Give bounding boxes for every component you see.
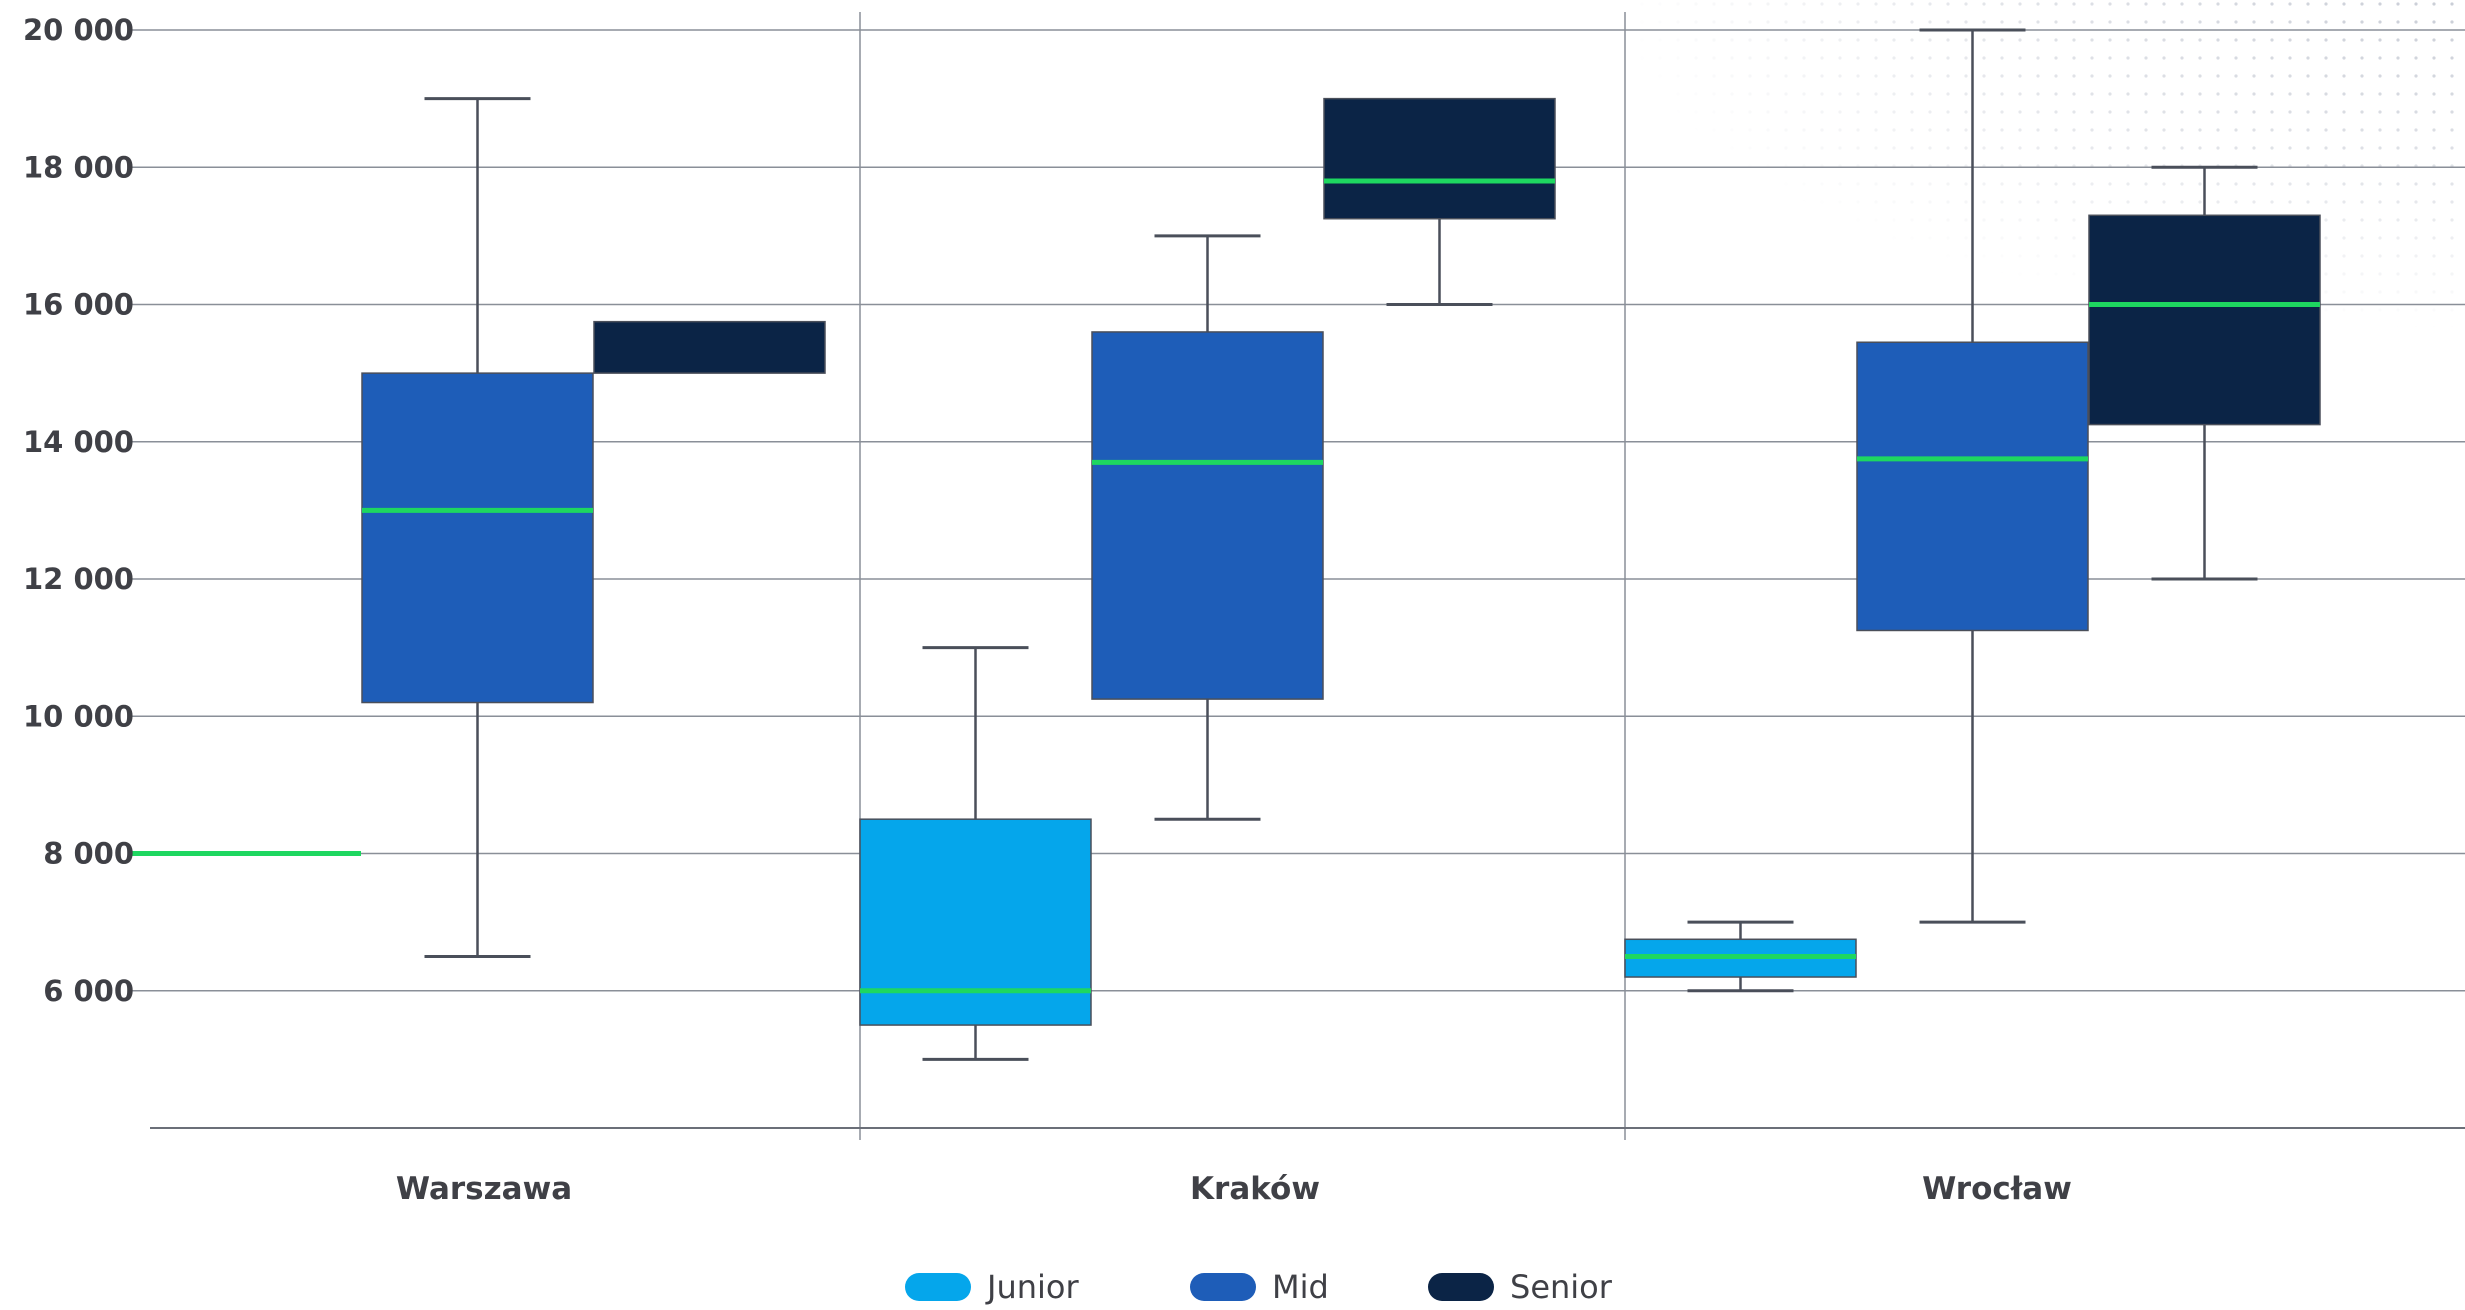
box-senior-wroclaw-body [2088, 214, 2321, 426]
box-senior-warszawa-body [593, 320, 826, 374]
legend-item-junior: Junior [905, 1268, 1079, 1306]
y-tick-label: 6 000 [43, 974, 134, 1008]
box-mid-wroclaw [1856, 28, 2089, 924]
y-tick-label: 14 000 [23, 425, 134, 459]
legend-label-senior: Senior [1510, 1268, 1613, 1306]
ticks-layer: 6 000 8 000 10 000 12 000 14 000 16 000 18 000… [23, 13, 2072, 1207]
box-senior-krakow-body [1323, 97, 1556, 220]
x-tick-label-krakow: Kraków [1190, 1171, 1320, 1207]
y-tick-label: 16 000 [23, 288, 134, 322]
box-mid-warszawa [361, 97, 594, 958]
y-tick-label: 8 000 [43, 837, 134, 871]
y-tick-label: 10 000 [23, 699, 134, 733]
legend-swatch-mid [1190, 1273, 1256, 1301]
box-junior-wroclaw [1624, 920, 1857, 993]
x-tick-label-wroclaw: Wrocław [1922, 1171, 2072, 1207]
y-tick-label: 12 000 [23, 562, 134, 596]
legend-label-junior: Junior [985, 1268, 1079, 1306]
box-mid-warszawa-body [361, 372, 594, 704]
legend-item-mid: Mid [1190, 1268, 1329, 1306]
legend-swatch-senior [1428, 1273, 1494, 1301]
box-mid-krakow [1091, 234, 1324, 821]
box-junior-krakow [859, 646, 1092, 1061]
box-mid-wroclaw-body [1856, 341, 2089, 632]
legend-item-senior: Senior [1428, 1268, 1613, 1306]
decorative-dot-pattern [1620, 0, 2465, 330]
box-senior-krakow [1323, 97, 1556, 306]
box-senior-warszawa [593, 320, 826, 374]
y-tick-label: 18 000 [23, 150, 134, 184]
y-tick-label: 20 000 [23, 13, 134, 47]
box-senior-wroclaw [2088, 165, 2321, 581]
boxes-layer [130, 28, 2321, 1061]
legend-label-mid: Mid [1272, 1268, 1329, 1306]
legend: Junior Mid Senior [905, 1268, 1613, 1306]
x-tick-label-warszawa: Warszawa [396, 1171, 572, 1207]
box-mid-krakow-body [1091, 331, 1324, 700]
box-junior-krakow-body [859, 818, 1092, 1026]
legend-swatch-junior [905, 1273, 971, 1301]
